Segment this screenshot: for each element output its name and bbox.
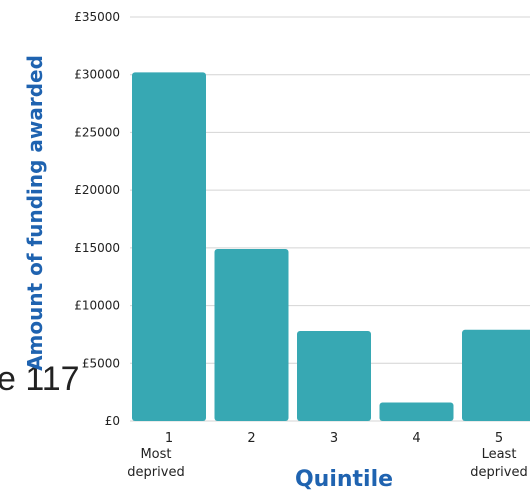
x-tick-label: 4 [412, 431, 420, 446]
bars [132, 72, 530, 422]
x-tick-sublabel: Least [482, 447, 517, 462]
y-tick-label: £30000 [74, 68, 120, 82]
x-tick-label: 1 [165, 431, 173, 446]
x-tick-sublabel: Most [140, 447, 171, 462]
y-tick-label: £5000 [82, 356, 120, 370]
y-axis-ticks: £0 £5000 £10000 £15000 £20000 £25000 £30000 £35… [74, 10, 120, 428]
x-tick-label: 2 [247, 431, 255, 446]
x-tick-label: 5 [495, 431, 503, 446]
overlapping-text-fragment: e 117 [0, 360, 80, 398]
y-tick-label: £35000 [74, 10, 120, 24]
bar [214, 249, 289, 421]
y-tick-label: £20000 [74, 183, 120, 197]
y-tick-label: £10000 [74, 299, 120, 313]
bar [132, 72, 206, 422]
bar [297, 330, 371, 421]
y-axis-label: Amount of funding awarded [23, 55, 47, 371]
y-tick-label: £0 [105, 414, 120, 428]
y-tick-label: £15000 [74, 241, 120, 255]
x-axis-label: Quintile [295, 467, 393, 492]
bar [462, 329, 530, 421]
bar [379, 402, 454, 421]
y-tick-label: £25000 [74, 125, 120, 139]
x-tick-sublabel: deprived [470, 465, 527, 480]
x-tick-label: 3 [330, 431, 338, 446]
x-tick-sublabel: deprived [127, 465, 184, 480]
